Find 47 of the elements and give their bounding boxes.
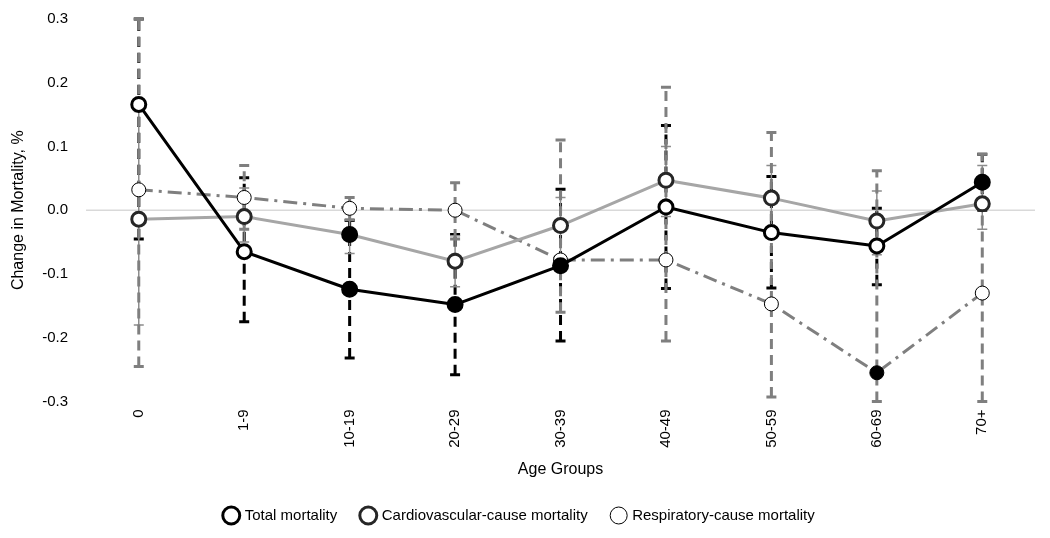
point: [869, 365, 885, 381]
point: [762, 189, 780, 207]
point: [762, 224, 780, 242]
point: [446, 296, 464, 314]
point: [973, 173, 991, 191]
y-tick-label: -0.3: [42, 391, 69, 409]
y-tick-label: 0.1: [47, 136, 69, 154]
point: [130, 210, 148, 228]
point: [552, 217, 570, 235]
legend-label: Total mortality: [244, 505, 338, 523]
x-tick-label: 40-49: [656, 409, 674, 448]
point: [868, 212, 886, 230]
y-tick-label: 0.3: [47, 9, 69, 27]
y-tick-label: 0.2: [47, 72, 69, 90]
y-tick-label: -0.1: [42, 264, 69, 282]
x-tick-label: 1-9: [234, 409, 252, 432]
x-tick-label: 20-29: [445, 409, 463, 448]
y-axis-title: Change in Mortality, %: [9, 130, 27, 291]
point: [235, 243, 253, 261]
y-tick-label: -0.2: [42, 327, 69, 345]
point: [868, 237, 886, 255]
legend-label: Cardiovascular-cause mortality: [381, 505, 589, 523]
legend-label: Respiratory-cause mortality: [632, 505, 816, 523]
point: [658, 252, 674, 268]
y-tick-label: 0.0: [47, 200, 69, 218]
x-tick-label: 0: [128, 409, 146, 418]
point: [341, 280, 359, 298]
x-tick-label: 30-39: [550, 409, 568, 448]
point: [342, 200, 358, 216]
point: [236, 189, 252, 205]
x-tick-label: 70+: [972, 409, 990, 435]
point: [552, 257, 570, 275]
point: [974, 285, 990, 301]
x-tick-label: 60-69: [866, 409, 884, 448]
point: [341, 225, 359, 243]
point: [657, 171, 675, 189]
point: [446, 252, 464, 270]
point: [763, 296, 779, 312]
point: [973, 195, 991, 213]
point: [447, 202, 463, 218]
x-tick-label: 10-19: [339, 409, 357, 448]
point: [131, 182, 147, 198]
point: [130, 95, 148, 113]
x-axis-title: Age Groups: [517, 459, 604, 477]
point: [235, 208, 253, 226]
x-tick-label: 50-59: [761, 409, 779, 448]
point: [657, 198, 675, 216]
